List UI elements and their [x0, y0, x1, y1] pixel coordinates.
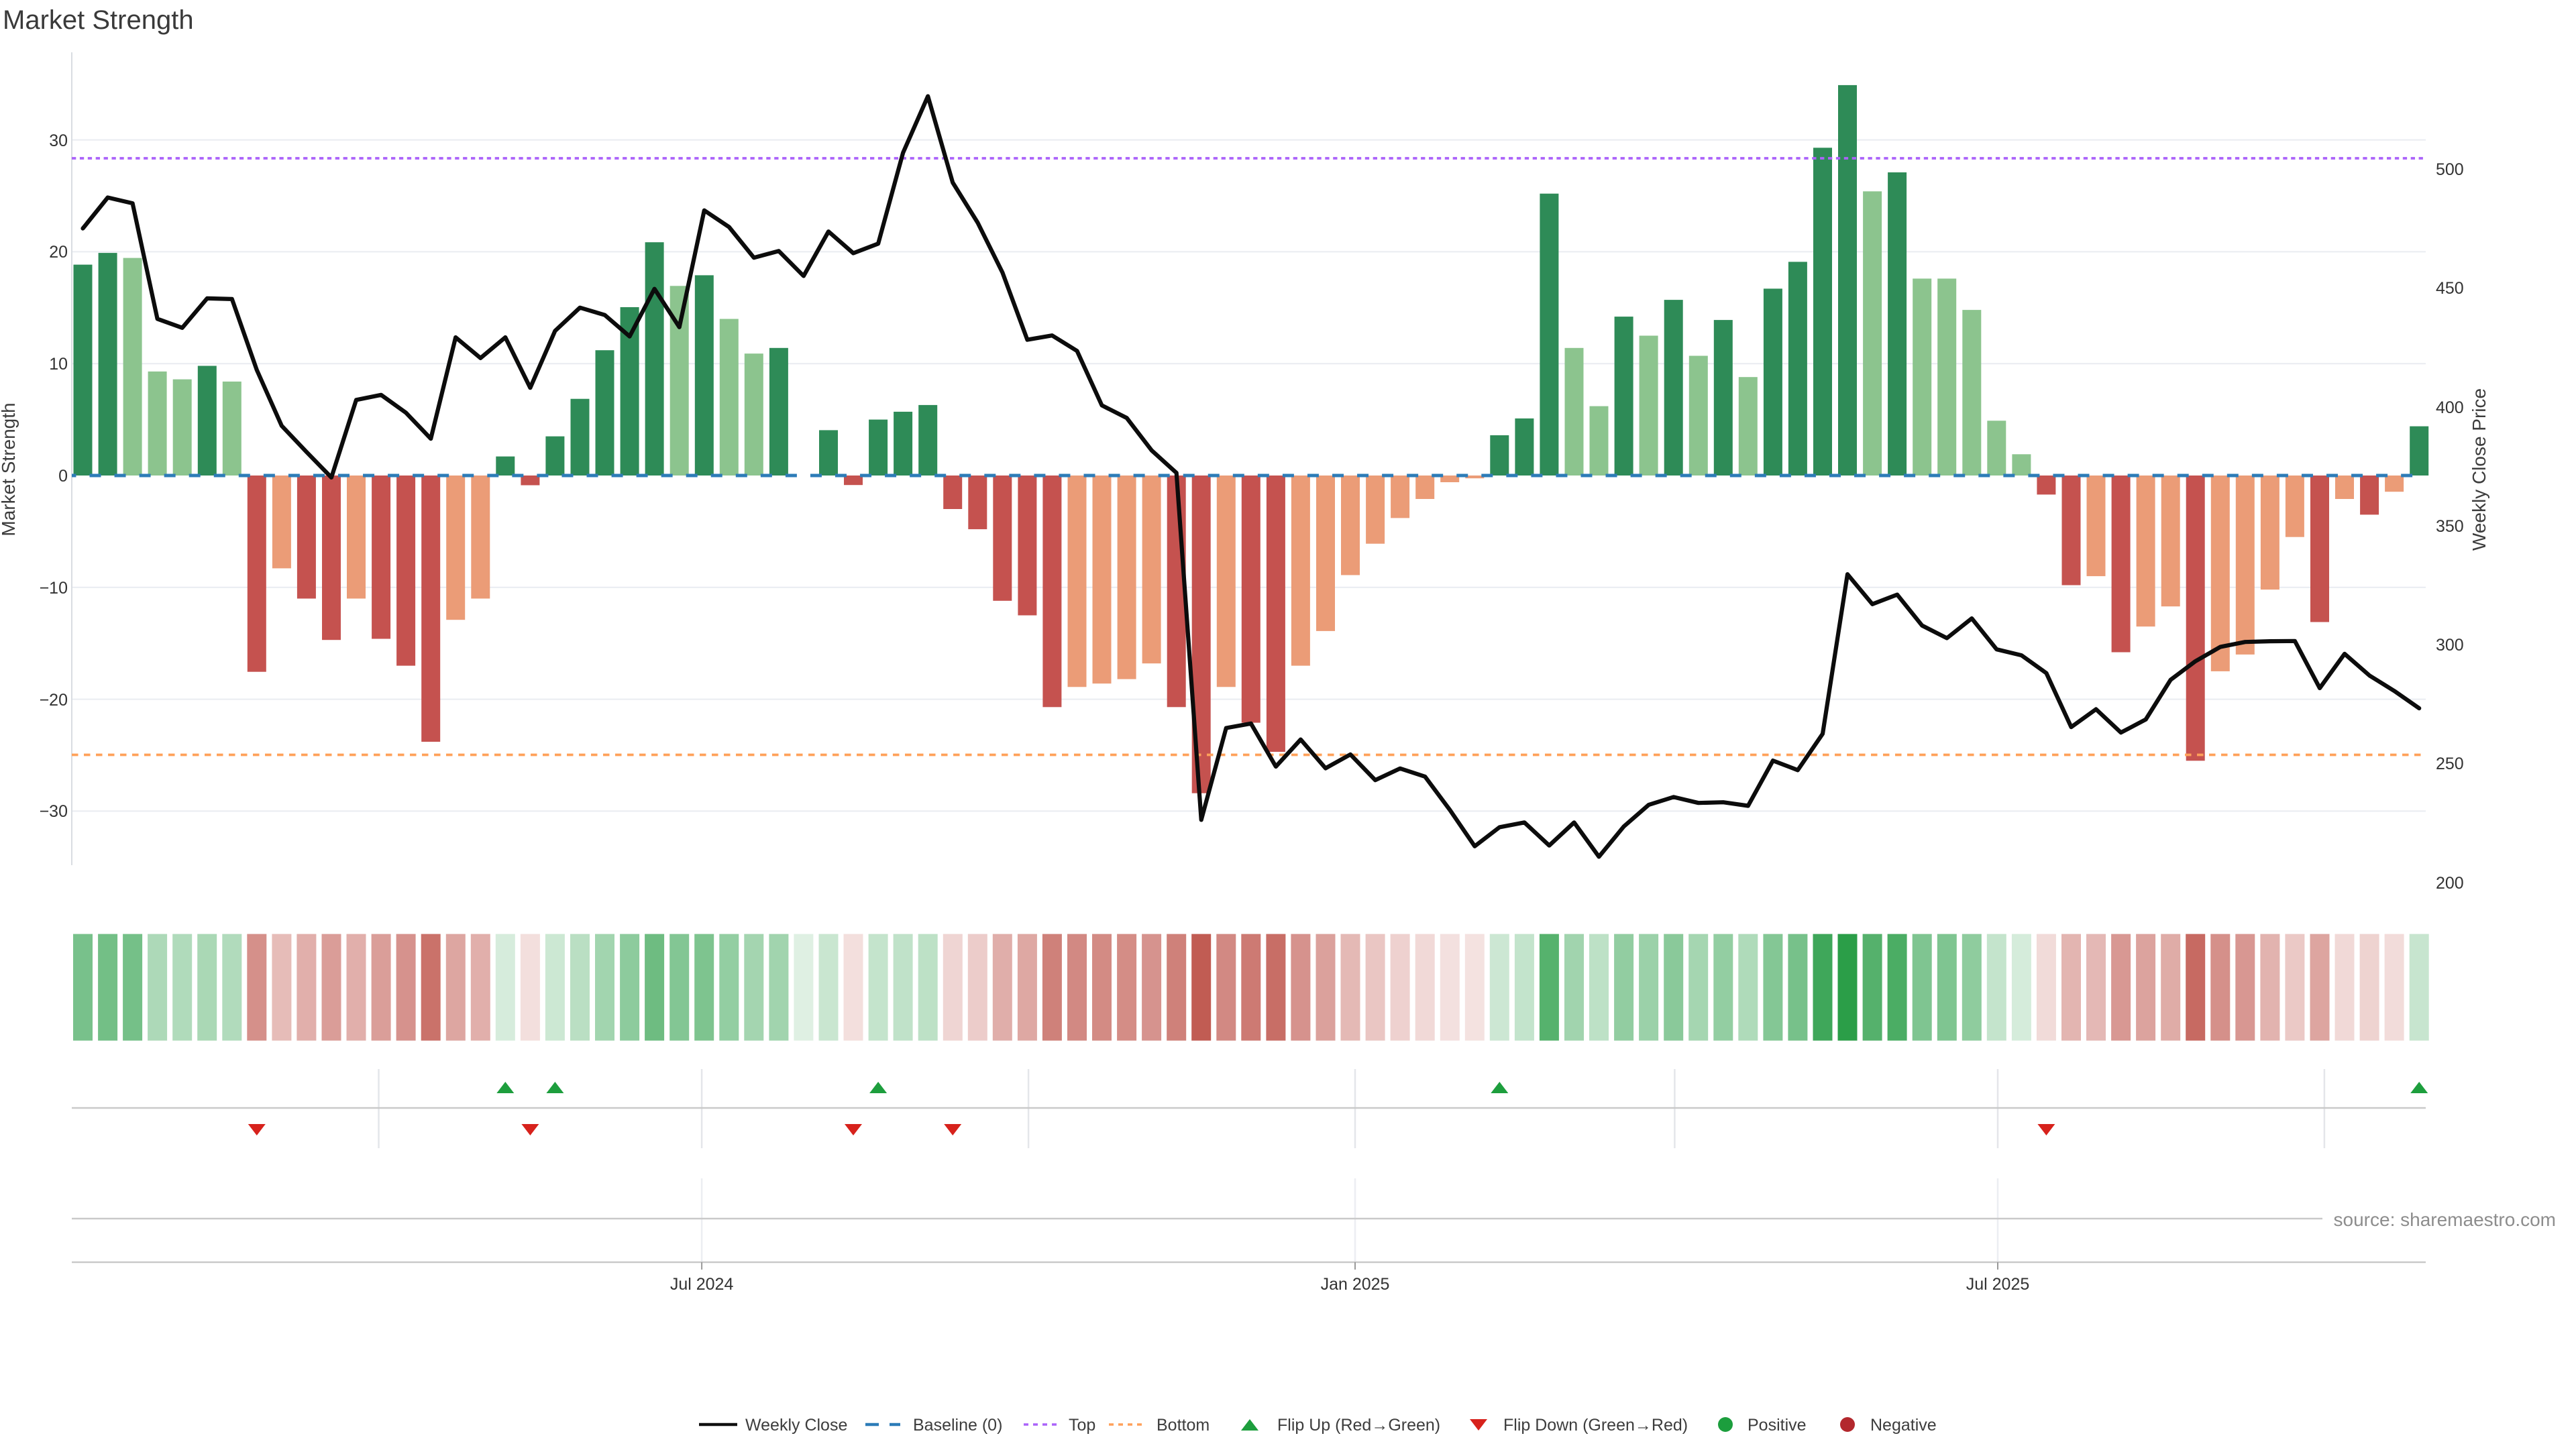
svg-text:Jul 2024: Jul 2024	[670, 1275, 734, 1294]
svg-text:500: 500	[2436, 160, 2464, 179]
svg-text:−30: −30	[40, 802, 68, 821]
svg-text:Market Strength: Market Strength	[3, 5, 194, 35]
svg-text:Flip Down (Green→Red): Flip Down (Green→Red)	[1503, 1416, 1688, 1435]
svg-text:Bottom: Bottom	[1157, 1416, 1210, 1435]
svg-text:250: 250	[2436, 755, 2464, 773]
svg-text:Positive: Positive	[1748, 1416, 1807, 1435]
svg-text:Market Strength: Market Strength	[0, 402, 19, 536]
svg-text:10: 10	[49, 355, 68, 374]
svg-text:Top: Top	[1069, 1416, 1095, 1435]
svg-text:20: 20	[49, 243, 68, 262]
svg-text:source: sharemaestro.com: source: sharemaestro.com	[2334, 1209, 2556, 1230]
svg-text:450: 450	[2436, 279, 2464, 298]
svg-text:Jul 2025: Jul 2025	[1966, 1275, 2030, 1294]
svg-text:Negative: Negative	[1870, 1416, 1937, 1435]
svg-text:200: 200	[2436, 874, 2464, 893]
svg-text:400: 400	[2436, 398, 2464, 417]
svg-text:−10: −10	[40, 579, 68, 598]
svg-text:Jan 2025: Jan 2025	[1321, 1275, 1390, 1294]
svg-text:Flip Up (Red→Green): Flip Up (Red→Green)	[1277, 1416, 1440, 1435]
svg-text:Baseline (0): Baseline (0)	[913, 1416, 1002, 1435]
svg-text:300: 300	[2436, 636, 2464, 655]
svg-text:Weekly Close Price: Weekly Close Price	[2469, 388, 2489, 551]
svg-text:30: 30	[49, 131, 68, 150]
svg-text:0: 0	[58, 467, 68, 486]
svg-text:−20: −20	[40, 691, 68, 710]
svg-text:350: 350	[2436, 517, 2464, 536]
svg-text:Weekly Close: Weekly Close	[745, 1416, 847, 1435]
